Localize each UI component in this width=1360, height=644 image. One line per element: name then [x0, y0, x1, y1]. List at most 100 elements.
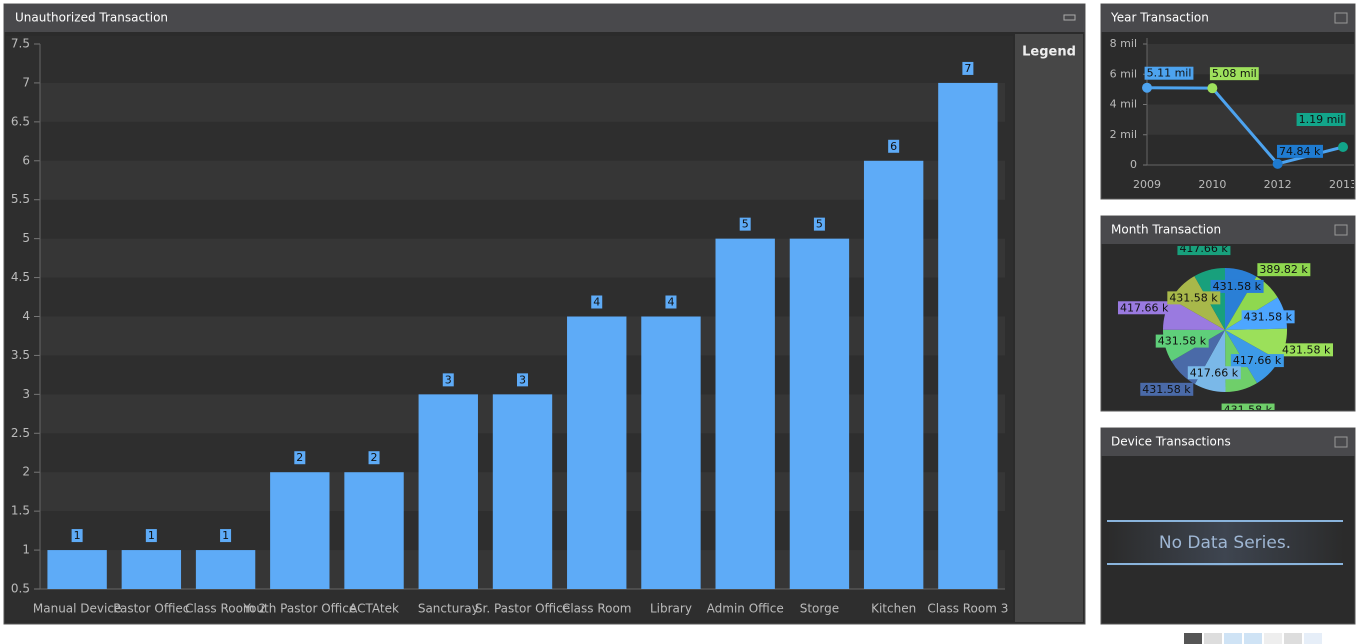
maximize-button[interactable]	[1334, 436, 1348, 448]
y-tick-label: 7	[22, 75, 30, 89]
bar-value-label: 3	[445, 373, 452, 386]
bar-value-label-bg	[220, 529, 232, 543]
y-tick-label: 6 mil	[1110, 67, 1137, 80]
panel-header	[1101, 216, 1355, 244]
y-tick-label: 5.5	[11, 192, 30, 206]
y-tick-label: 0	[1130, 158, 1137, 171]
y-tick-label: 0.5	[11, 582, 30, 596]
x-tick-label: Pastor Offiec	[113, 602, 189, 616]
point-value-label: 5.08 mil	[1212, 67, 1257, 80]
bar-value-label-bg	[71, 529, 83, 543]
point	[1272, 158, 1283, 169]
x-tick-label: Youth Pastor Office	[242, 602, 356, 616]
bar-value-label-bg	[962, 61, 974, 75]
bar-value-label-bg	[813, 217, 825, 231]
bar-value-label: 1	[74, 529, 81, 542]
pager-button[interactable]	[1204, 633, 1222, 644]
slice-value-label-bg	[1221, 403, 1275, 410]
slice-value-label-bg	[1210, 279, 1264, 293]
slice-value-label: 431.58 k	[1169, 291, 1218, 304]
pie-slice	[1225, 276, 1278, 330]
y-tick-label: 5	[22, 231, 30, 245]
bar-value-label: 2	[371, 451, 378, 464]
bar-value-label: 1	[148, 529, 155, 542]
y-tick-label: 6	[22, 153, 30, 167]
x-tick-label: Admin Office	[707, 602, 784, 616]
bar	[641, 316, 701, 589]
bar	[789, 238, 850, 589]
legend-box	[1015, 34, 1083, 622]
y-tick-label: 8 mil	[1110, 37, 1137, 50]
x-tick-label: 2009	[1133, 178, 1161, 191]
slice-value-label: 431.58 k	[1224, 404, 1273, 417]
slice-value-label: 431.58 k	[1282, 343, 1331, 356]
bar	[344, 472, 404, 589]
panel-title: Month Transaction	[1111, 223, 1221, 237]
slice-value-label-bg	[1230, 354, 1284, 368]
panel-header	[1101, 428, 1355, 456]
bar	[121, 550, 182, 589]
bar	[863, 160, 924, 590]
slice-value-label-bg	[1187, 366, 1241, 380]
pager-button[interactable]	[1284, 633, 1302, 644]
point	[1142, 82, 1152, 93]
x-tick-label: Class Room 3	[927, 602, 1008, 616]
year-chart: 0 2 mil 4 mil 6 mil 8 mil 2009 2010 2012 2013 5.1…	[1110, 37, 1357, 191]
no-data-message: No Data Series.	[1159, 533, 1291, 553]
y-tick-label: 3.5	[11, 348, 30, 362]
bar	[47, 550, 107, 589]
pager-button[interactable]	[1264, 633, 1282, 644]
y-tick-label: 7.5	[11, 37, 30, 51]
slice-value-label: 417.66 k	[1190, 366, 1239, 379]
point-value-label: 74.84 k	[1279, 145, 1321, 158]
slice-value-label-bg	[1177, 246, 1231, 256]
y-tick-label: 2	[22, 465, 30, 479]
x-tick-label: Storge	[800, 602, 839, 616]
minimize-button[interactable]	[1063, 14, 1076, 21]
y-tick-label: 2.5	[11, 426, 30, 440]
slice-value-label-bg	[1280, 343, 1334, 357]
x-tick-label: 2012	[1264, 178, 1292, 191]
x-tick-label: Class Room 2	[185, 602, 266, 616]
y-tick-label: 3	[22, 387, 30, 401]
bar-value-label-bg	[665, 295, 677, 309]
pager-button[interactable]	[1184, 633, 1202, 644]
pager	[1184, 633, 1322, 644]
panel-title: Unauthorized Transaction	[15, 11, 168, 25]
bar-value-label: 2	[296, 451, 303, 464]
panel-frame	[1100, 3, 1356, 200]
maximize-button[interactable]	[1334, 12, 1348, 24]
slice-value-label: 417.66 k	[1179, 242, 1228, 255]
pager-button[interactable]	[1304, 633, 1322, 644]
slice-value-label-bg	[1155, 334, 1209, 348]
bar-value-label: 3	[519, 373, 526, 386]
y-tick-label: 2 mil	[1110, 128, 1137, 141]
pager-button[interactable]	[1224, 633, 1242, 644]
x-tick-label: 2013	[1329, 178, 1357, 191]
pager-button[interactable]	[1244, 633, 1262, 644]
bar	[195, 550, 256, 589]
bar-value-label-bg	[294, 451, 306, 465]
y-tick-label: 1	[22, 543, 30, 557]
bar-value-label: 4	[667, 296, 674, 309]
grid-band	[40, 238, 1005, 278]
x-tick-label: ACTAtek	[349, 602, 399, 616]
maximize-button[interactable]	[1334, 224, 1348, 236]
bar-value-label-bg	[442, 373, 454, 387]
panel-header	[4, 4, 1085, 32]
x-tick-label: Library	[650, 602, 692, 616]
x-tick-label: Sancturay	[418, 602, 479, 616]
y-tick-label: 6.5	[11, 114, 30, 128]
bar	[270, 472, 330, 589]
bar	[715, 238, 775, 589]
bar-value-label-bg	[591, 295, 603, 309]
x-tick-label: Manual Device	[33, 602, 121, 616]
point-value-label-bg	[1276, 144, 1323, 158]
y-tick-label: 1.5	[11, 504, 30, 518]
slice-value-label: 431.58 k	[1142, 383, 1191, 396]
panel-title: Device Transactions	[1111, 435, 1231, 449]
bar-value-label: 5	[816, 218, 823, 231]
bar-value-label-bg	[517, 373, 528, 387]
point-value-label: 1.19 mil	[1299, 113, 1344, 126]
